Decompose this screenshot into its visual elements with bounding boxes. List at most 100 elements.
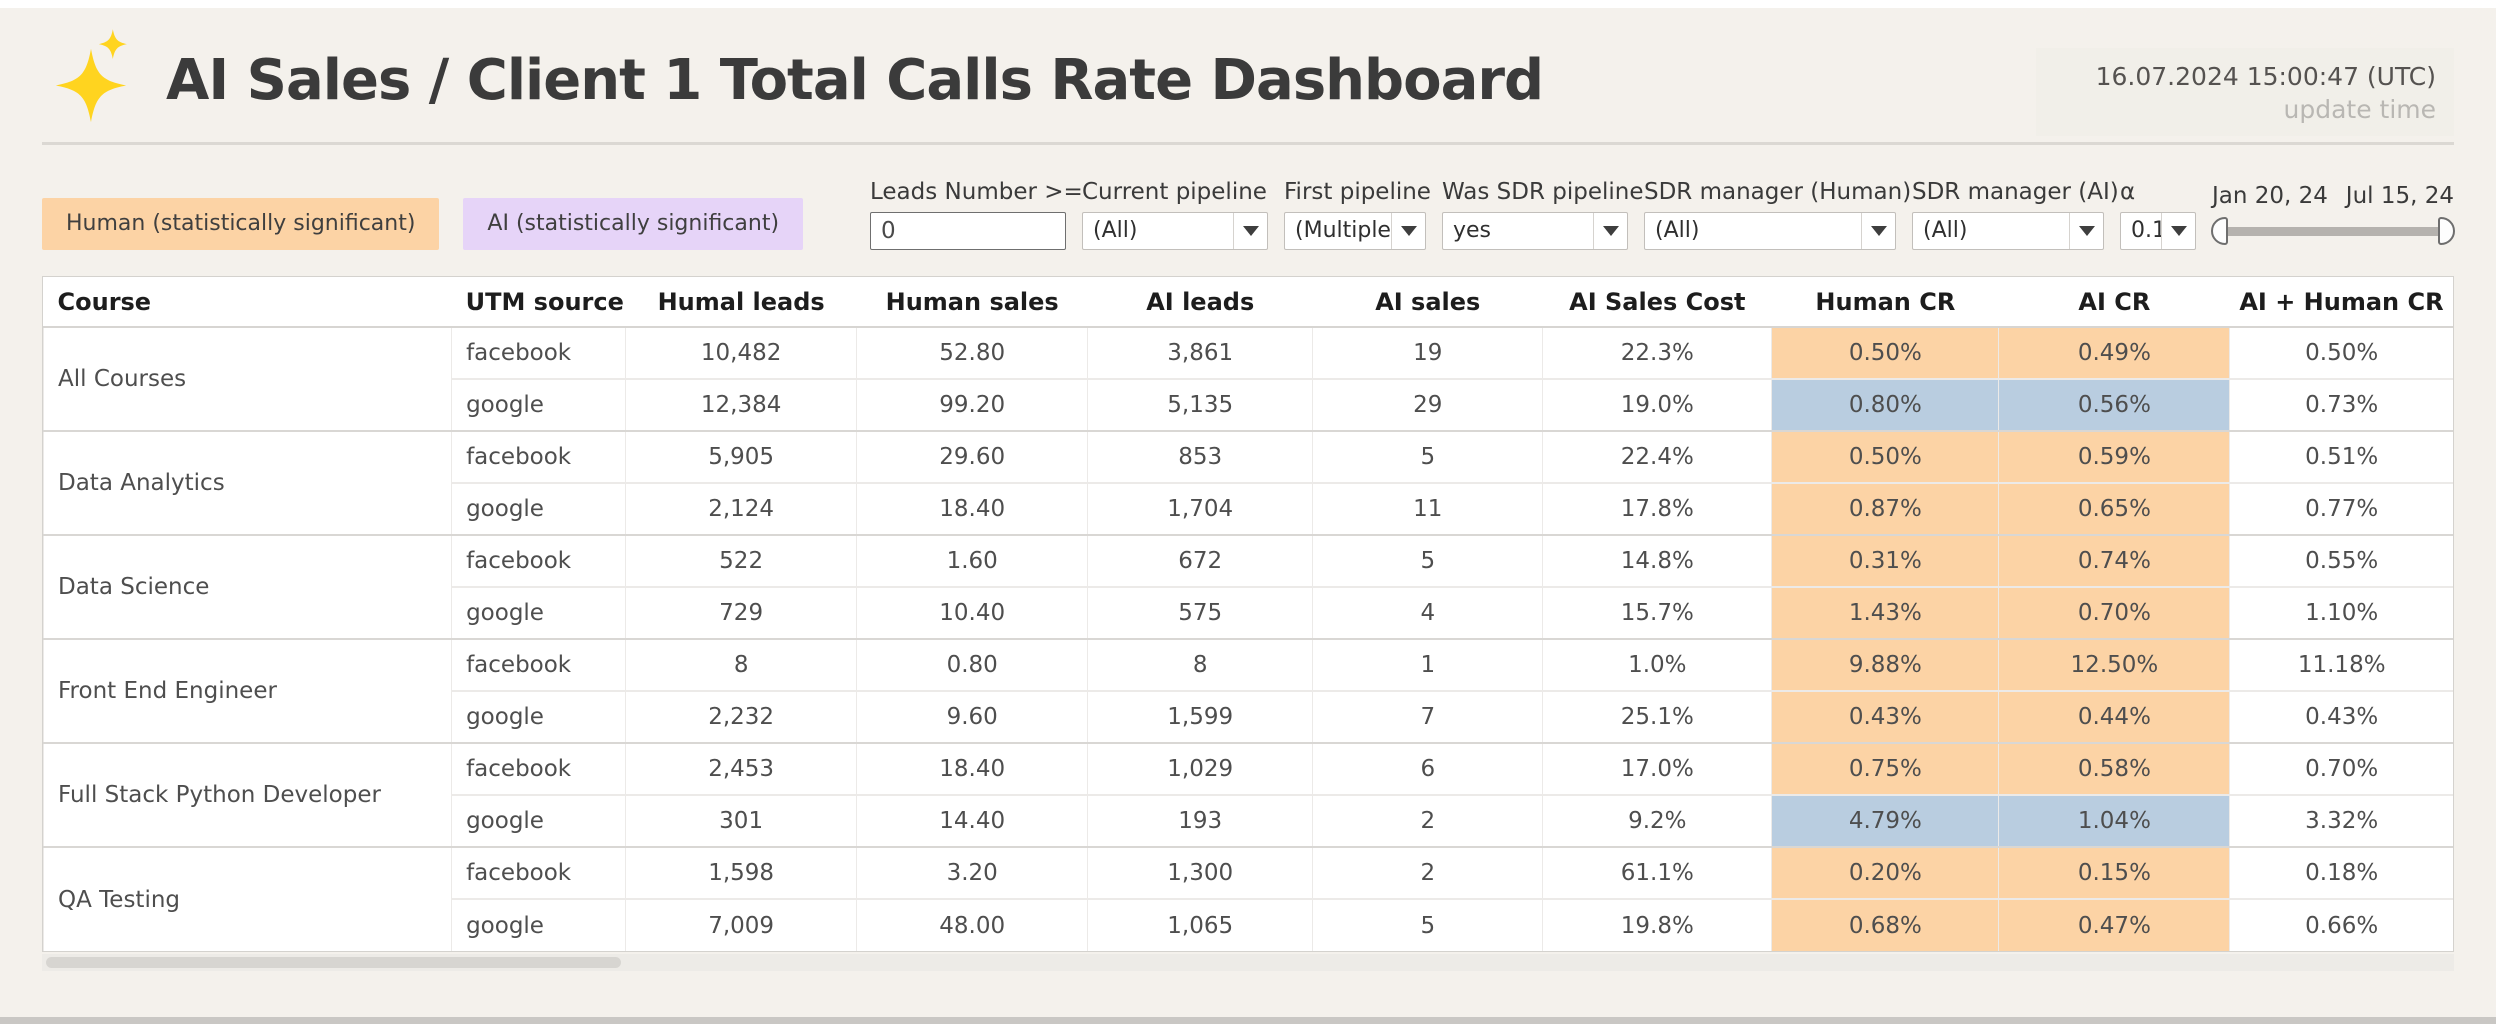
sdr-manager-human-dropdown[interactable]: (All) [1644, 212, 1896, 250]
date-range-slider-track[interactable] [2211, 217, 2455, 245]
filter-label: SDR manager (AI) [1912, 179, 2119, 205]
human-cr-cell: 0.68% [1771, 898, 1999, 951]
course-cell: Data Science [42, 534, 452, 639]
dropdown-value: yes [1453, 218, 1492, 243]
was-sdr-pipeline-dropdown[interactable]: yes [1442, 212, 1628, 250]
filter-sdr-manager-ai: SDR manager (AI) (All) [1912, 179, 2119, 250]
significance-legend: Human (statistically significant) AI (st… [42, 198, 804, 250]
alpha-dropdown[interactable]: 0.1 [2120, 212, 2196, 250]
ai-sales-cost-cell: 61.1% [1542, 846, 1772, 899]
column-header-utm-source: UTM source [451, 277, 626, 328]
leads-number-input[interactable] [870, 212, 1066, 250]
ai-cr-cell: 0.74% [1998, 534, 2230, 587]
date-range-slider-handle-right[interactable] [2438, 217, 2455, 245]
filter-label: Current pipeline [1082, 179, 1267, 205]
utm-cell: google [451, 378, 626, 431]
human-leads-cell: 2,124 [625, 482, 857, 535]
ai-leads-cell: 8 [1087, 638, 1313, 691]
ai-sales-cell: 5 [1312, 534, 1543, 587]
legend-human-significant-chip[interactable]: Human (statistically significant) [42, 198, 440, 250]
ai-leads-cell: 5,135 [1087, 378, 1313, 431]
table-row: All Courses facebook 10,482 52.80 3,861 19 22.… [42, 326, 2453, 431]
human-cr-cell: 0.43% [1771, 690, 1999, 743]
current-pipeline-dropdown[interactable]: (All) [1082, 212, 1268, 250]
dropdown-value: (All) [1655, 218, 1700, 243]
table-row: Full Stack Python Developer facebook 2,453… [42, 742, 2453, 847]
ai-sales-cell: 19 [1312, 326, 1543, 379]
dashboard-header: AI Sales / Client 1 Total Calls Rate Das… [0, 8, 2496, 142]
human-sales-cell: 10.40 [856, 586, 1088, 639]
combined-cr-cell: 0.18% [2229, 846, 2453, 899]
table-row: google 301 14.40 193 2 9.2% 4.79% 1.04% 3.32% [44, 794, 2453, 847]
ai-sales-cell: 2 [1312, 794, 1543, 847]
utm-cell: facebook [451, 430, 626, 483]
sdr-manager-ai-dropdown[interactable]: (All) [1912, 212, 2104, 250]
ai-leads-cell: 853 [1087, 430, 1313, 483]
date-range-slider-handle-left[interactable] [2211, 217, 2228, 245]
human-sales-cell: 14.40 [856, 794, 1088, 847]
human-cr-cell: 4.79% [1771, 794, 1999, 847]
ai-leads-cell: 1,029 [1087, 742, 1313, 795]
ai-cr-cell: 1.04% [1998, 794, 2230, 847]
filter-label: SDR manager (Human) [1644, 179, 1912, 205]
column-header-ai-leads: AI leads [1087, 277, 1313, 328]
table-row: google 2,124 18.40 1,704 11 17.8% 0.87% 0.65% 0.… [44, 482, 2453, 535]
date-range-labels: Jan 20, 24 Jul 15, 24 [2212, 183, 2454, 209]
human-cr-cell: 0.50% [1771, 326, 1999, 379]
legend-ai-significant-chip[interactable]: AI (statistically significant) [463, 198, 804, 250]
horizontal-scrollbar-thumb[interactable] [46, 957, 621, 968]
dropdown-value: (All) [1923, 218, 1968, 243]
ai-cr-cell: 0.44% [1998, 690, 2230, 743]
ai-sales-cell: 11 [1312, 482, 1543, 535]
timestamp-panel: 16.07.2024 15:00:47 (UTC) update time [2035, 48, 2454, 136]
ai-sales-cell: 7 [1312, 690, 1543, 743]
human-sales-cell: 3.20 [856, 846, 1088, 899]
update-timestamp: 16.07.2024 15:00:47 (UTC) [2095, 62, 2436, 91]
dropdown-arrow-icon [2161, 213, 2195, 249]
human-sales-cell: 48.00 [856, 898, 1088, 951]
date-range-end-label: Jul 15, 24 [2345, 183, 2454, 209]
horizontal-scrollbar-track[interactable] [42, 954, 2454, 971]
ai-cr-cell: 0.59% [1998, 430, 2230, 483]
ai-cr-cell: 0.15% [1998, 846, 2230, 899]
human-leads-cell: 5,905 [625, 430, 857, 483]
human-leads-cell: 8 [625, 638, 857, 691]
human-cr-cell: 1.43% [1771, 586, 1999, 639]
human-cr-cell: 0.80% [1771, 378, 1999, 431]
dropdown-value: (All) [1093, 218, 1138, 243]
table-row: Front End Engineer facebook 8 0.80 8 1 1.0% 9.8… [42, 638, 2453, 743]
human-cr-cell: 0.31% [1771, 534, 1999, 587]
human-sales-cell: 99.20 [856, 378, 1088, 431]
utm-cell: facebook [451, 534, 626, 587]
combined-cr-cell: 0.51% [2229, 430, 2453, 483]
filter-label: Was SDR pipeline [1442, 179, 1644, 205]
utm-cell: google [451, 690, 626, 743]
ai-sales-cell: 2 [1312, 846, 1543, 899]
course-cell: Data Analytics [42, 430, 452, 535]
filter-sdr-manager-human: SDR manager (Human) (All) [1644, 179, 1912, 250]
combined-cr-cell: 0.66% [2229, 898, 2453, 951]
dropdown-arrow-icon [1593, 213, 1627, 249]
utm-cell: google [451, 586, 626, 639]
table-row: google 2,232 9.60 1,599 7 25.1% 0.43% 0.44% 0.43… [44, 690, 2453, 743]
table-row: QA Testing facebook 1,598 3.20 1,300 2 61.1% 0.… [42, 846, 2453, 951]
ai-leads-cell: 1,704 [1087, 482, 1313, 535]
sparkle-logo-icon [55, 29, 127, 123]
human-leads-cell: 12,384 [625, 378, 857, 431]
ai-sales-cost-cell: 15.7% [1542, 586, 1772, 639]
combined-cr-cell: 1.10% [2229, 586, 2453, 639]
ai-sales-cost-cell: 17.8% [1542, 482, 1772, 535]
first-pipeline-dropdown[interactable]: (Multiple ... [1284, 212, 1426, 250]
human-sales-cell: 18.40 [856, 482, 1088, 535]
filter-alpha: α 0.1 [2120, 179, 2196, 250]
update-time-label: update time [2283, 95, 2436, 124]
combined-cr-cell: 3.32% [2229, 794, 2453, 847]
column-header-human-cr: Human CR [1771, 277, 1999, 328]
ai-leads-cell: 193 [1087, 794, 1313, 847]
utm-cell: facebook [451, 846, 626, 899]
human-leads-cell: 1,598 [625, 846, 857, 899]
human-leads-cell: 2,232 [625, 690, 857, 743]
column-header-ai-sales: AI sales [1312, 277, 1543, 328]
controls-row: Human (statistically significant) AI (st… [42, 179, 2455, 250]
ai-sales-cell: 5 [1312, 898, 1543, 951]
